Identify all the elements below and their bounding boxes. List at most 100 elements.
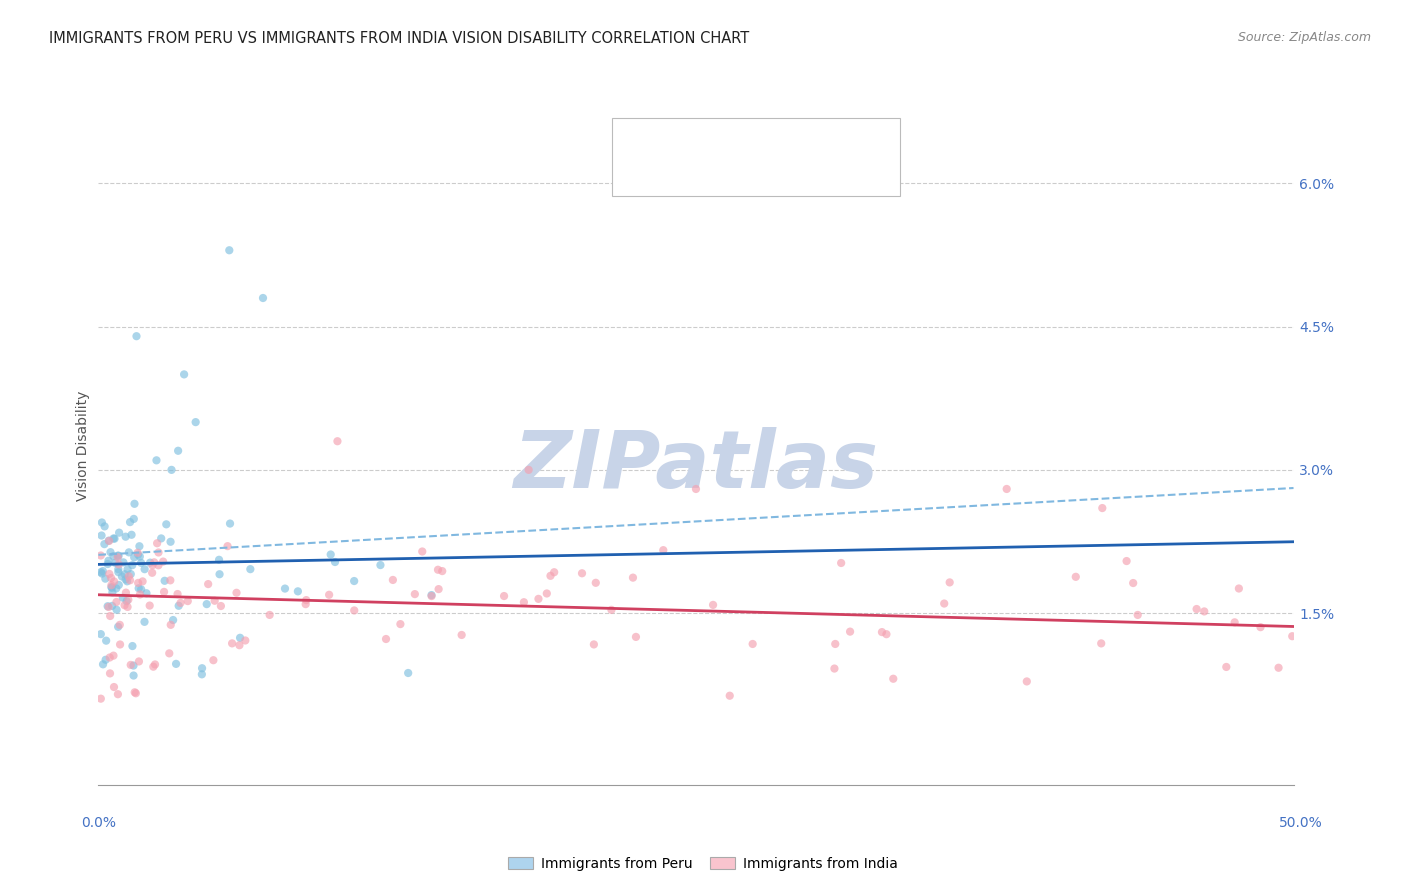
Point (127, 575, 149, 590)
Point (134, 562, 156, 576)
Legend: Immigrants from Peru, Immigrants from India: Immigrants from Peru, Immigrants from In… (502, 851, 904, 876)
Point (427, 582, 450, 596)
Point (217, 539, 239, 553)
Point (115, 594, 138, 608)
Point (104, 556, 127, 570)
Point (118, 574, 141, 588)
Point (1185, 602, 1208, 616)
Point (685, 482, 707, 496)
Point (1064, 570, 1087, 584)
Point (117, 592, 139, 607)
Point (202, 653, 225, 667)
Point (274, 582, 297, 596)
Point (571, 566, 593, 581)
Point (111, 591, 134, 605)
Point (621, 571, 644, 585)
Point (115, 585, 138, 599)
Point (191, 661, 214, 675)
Point (404, 587, 426, 601)
Point (118, 569, 141, 583)
Point (870, 625, 893, 640)
Point (1015, 674, 1038, 689)
Point (823, 662, 845, 676)
Point (135, 586, 157, 600)
Point (111, 569, 134, 583)
Point (121, 639, 143, 653)
Point (1090, 636, 1112, 650)
Point (1194, 604, 1216, 618)
Point (830, 556, 852, 570)
Point (127, 546, 149, 560)
Point (585, 575, 607, 590)
Point (343, 574, 366, 588)
Point (323, 555, 346, 569)
Point (129, 587, 152, 601)
Point (103, 532, 125, 546)
Point (318, 588, 340, 602)
Point (97, 599, 120, 614)
Point (159, 574, 181, 588)
Point (195, 597, 218, 611)
Point (117, 599, 139, 614)
Point (582, 637, 605, 651)
Point (191, 667, 214, 681)
Point (450, 628, 472, 642)
Point (153, 585, 176, 599)
Point (287, 584, 309, 599)
Point (129, 556, 152, 570)
Point (1223, 615, 1246, 630)
Point (208, 553, 231, 567)
Point (295, 593, 318, 607)
Point (120, 657, 142, 672)
Point (98, 666, 121, 681)
Point (160, 463, 183, 477)
Point (517, 463, 540, 477)
Point (114, 573, 136, 587)
Point (233, 633, 256, 648)
Point (221, 636, 243, 650)
Point (98, 609, 121, 624)
Point (143, 555, 166, 569)
Point (157, 646, 180, 660)
Point (114, 567, 136, 582)
Point (101, 585, 124, 599)
Point (101, 581, 124, 595)
Point (100, 545, 122, 559)
Point (536, 586, 558, 600)
Point (208, 567, 231, 582)
Point (1250, 620, 1272, 634)
Point (90, 516, 112, 530)
Point (108, 578, 131, 592)
Point (1091, 501, 1114, 516)
Point (139, 556, 162, 570)
Point (527, 591, 550, 606)
Point (128, 655, 150, 669)
Text: 0.0%: 0.0% (82, 816, 115, 830)
Point (159, 534, 181, 549)
Point (128, 549, 150, 564)
Point (131, 574, 153, 589)
Point (153, 574, 176, 588)
Point (90, 566, 112, 580)
Point (105, 582, 128, 596)
Point (107, 565, 129, 579)
Point (229, 631, 252, 645)
Point (117, 562, 139, 576)
Point (129, 582, 152, 597)
Point (107, 550, 129, 565)
Point (148, 545, 170, 559)
Point (105, 595, 128, 609)
Point (875, 627, 897, 641)
Point (148, 558, 170, 573)
Point (122, 668, 145, 682)
Point (127, 548, 149, 562)
Point (167, 599, 190, 613)
Text: Source: ZipAtlas.com: Source: ZipAtlas.com (1237, 31, 1371, 45)
Point (128, 582, 150, 596)
Point (145, 453, 167, 467)
Point (107, 558, 129, 572)
Point (118, 515, 141, 529)
Point (494, 589, 516, 603)
Point (124, 497, 146, 511)
Point (938, 575, 960, 590)
